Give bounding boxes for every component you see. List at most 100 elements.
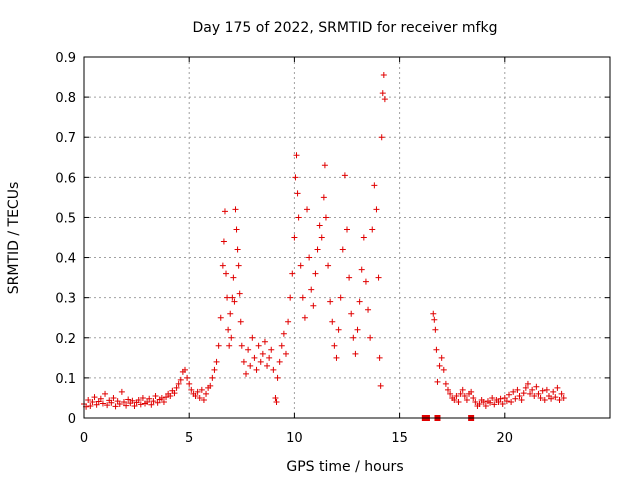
data-point bbox=[365, 306, 372, 313]
data-point bbox=[259, 350, 266, 357]
data-point bbox=[116, 400, 123, 407]
data-point bbox=[503, 398, 510, 405]
data-point bbox=[548, 395, 555, 402]
data-point bbox=[489, 394, 496, 401]
data-point bbox=[375, 274, 382, 281]
data-point bbox=[200, 396, 207, 403]
data-point bbox=[184, 374, 191, 381]
data-point bbox=[316, 222, 323, 229]
data-point bbox=[139, 394, 146, 401]
data-point bbox=[211, 366, 218, 373]
data-point bbox=[510, 388, 517, 395]
x-tick-label: 15 bbox=[391, 431, 408, 446]
data-point bbox=[318, 234, 325, 241]
data-point bbox=[354, 326, 361, 333]
data-point bbox=[537, 394, 544, 401]
data-point bbox=[243, 370, 250, 377]
data-point bbox=[325, 262, 332, 269]
data-point bbox=[110, 394, 117, 401]
data-point bbox=[472, 398, 479, 405]
data-point bbox=[249, 334, 256, 341]
data-point bbox=[251, 354, 258, 361]
data-point bbox=[341, 172, 348, 179]
data-point bbox=[463, 396, 470, 403]
data-point bbox=[459, 386, 466, 393]
data-point bbox=[371, 182, 378, 189]
data-point bbox=[487, 399, 494, 406]
data-point bbox=[188, 386, 195, 393]
data-point bbox=[217, 314, 224, 321]
y-tick-label: 0.7 bbox=[55, 131, 76, 146]
data-point bbox=[293, 152, 300, 159]
data-point bbox=[535, 390, 542, 397]
data-point bbox=[118, 388, 125, 395]
y-tick-label: 0 bbox=[68, 412, 76, 427]
data-point bbox=[376, 354, 383, 361]
data-point bbox=[430, 310, 437, 317]
data-point bbox=[215, 342, 222, 349]
data-point bbox=[491, 401, 498, 408]
data-point bbox=[261, 338, 268, 345]
data-point bbox=[431, 316, 438, 323]
data-point bbox=[335, 326, 342, 333]
y-tick-label: 0.4 bbox=[55, 252, 76, 267]
data-point bbox=[240, 358, 247, 365]
data-point bbox=[543, 386, 550, 393]
data-point bbox=[514, 386, 521, 393]
data-point bbox=[468, 388, 475, 395]
data-point bbox=[278, 342, 285, 349]
data-point bbox=[99, 400, 106, 407]
data-point bbox=[482, 402, 489, 409]
data-point bbox=[558, 390, 565, 397]
data-point bbox=[350, 334, 357, 341]
data-point bbox=[226, 342, 233, 349]
axis-ticks bbox=[83, 56, 610, 419]
data-point bbox=[322, 214, 329, 221]
data-point bbox=[516, 392, 523, 399]
data-point bbox=[378, 134, 385, 141]
data-point bbox=[175, 380, 182, 387]
data-point bbox=[97, 395, 104, 402]
data-point bbox=[236, 290, 243, 297]
data-point bbox=[436, 362, 443, 369]
data-point bbox=[356, 298, 363, 305]
data-point bbox=[234, 246, 241, 253]
data-point bbox=[358, 266, 365, 273]
data-point bbox=[163, 394, 170, 401]
y-tick-label: 0.5 bbox=[55, 211, 76, 226]
data-point bbox=[447, 390, 454, 397]
data-point bbox=[306, 254, 313, 261]
data-point bbox=[221, 208, 228, 215]
data-point bbox=[207, 382, 214, 389]
data-point bbox=[367, 334, 374, 341]
data-point bbox=[541, 396, 548, 403]
data-point bbox=[194, 388, 201, 395]
data-point bbox=[339, 246, 346, 253]
data-point bbox=[229, 294, 236, 301]
data-point bbox=[294, 190, 301, 197]
data-point bbox=[348, 310, 355, 317]
data-point bbox=[552, 394, 559, 401]
data-point bbox=[346, 274, 353, 281]
data-point bbox=[257, 358, 264, 365]
data-point bbox=[461, 392, 468, 399]
y-tick-label: 0.8 bbox=[55, 91, 76, 106]
data-point bbox=[287, 294, 294, 301]
data-point bbox=[160, 398, 167, 405]
data-point bbox=[352, 350, 359, 357]
data-point bbox=[108, 399, 115, 406]
data-point bbox=[331, 342, 338, 349]
data-point bbox=[158, 394, 165, 401]
data-point bbox=[432, 326, 439, 333]
data-point bbox=[247, 362, 254, 369]
data-point bbox=[497, 395, 504, 402]
data-point bbox=[232, 206, 239, 213]
data-point bbox=[198, 386, 205, 393]
y-tick-label: 0.3 bbox=[55, 292, 76, 307]
data-point bbox=[112, 403, 119, 410]
data-point bbox=[282, 350, 289, 357]
data-point bbox=[104, 402, 111, 409]
y-tick-label: 0.2 bbox=[55, 332, 76, 347]
data-point bbox=[455, 398, 462, 405]
